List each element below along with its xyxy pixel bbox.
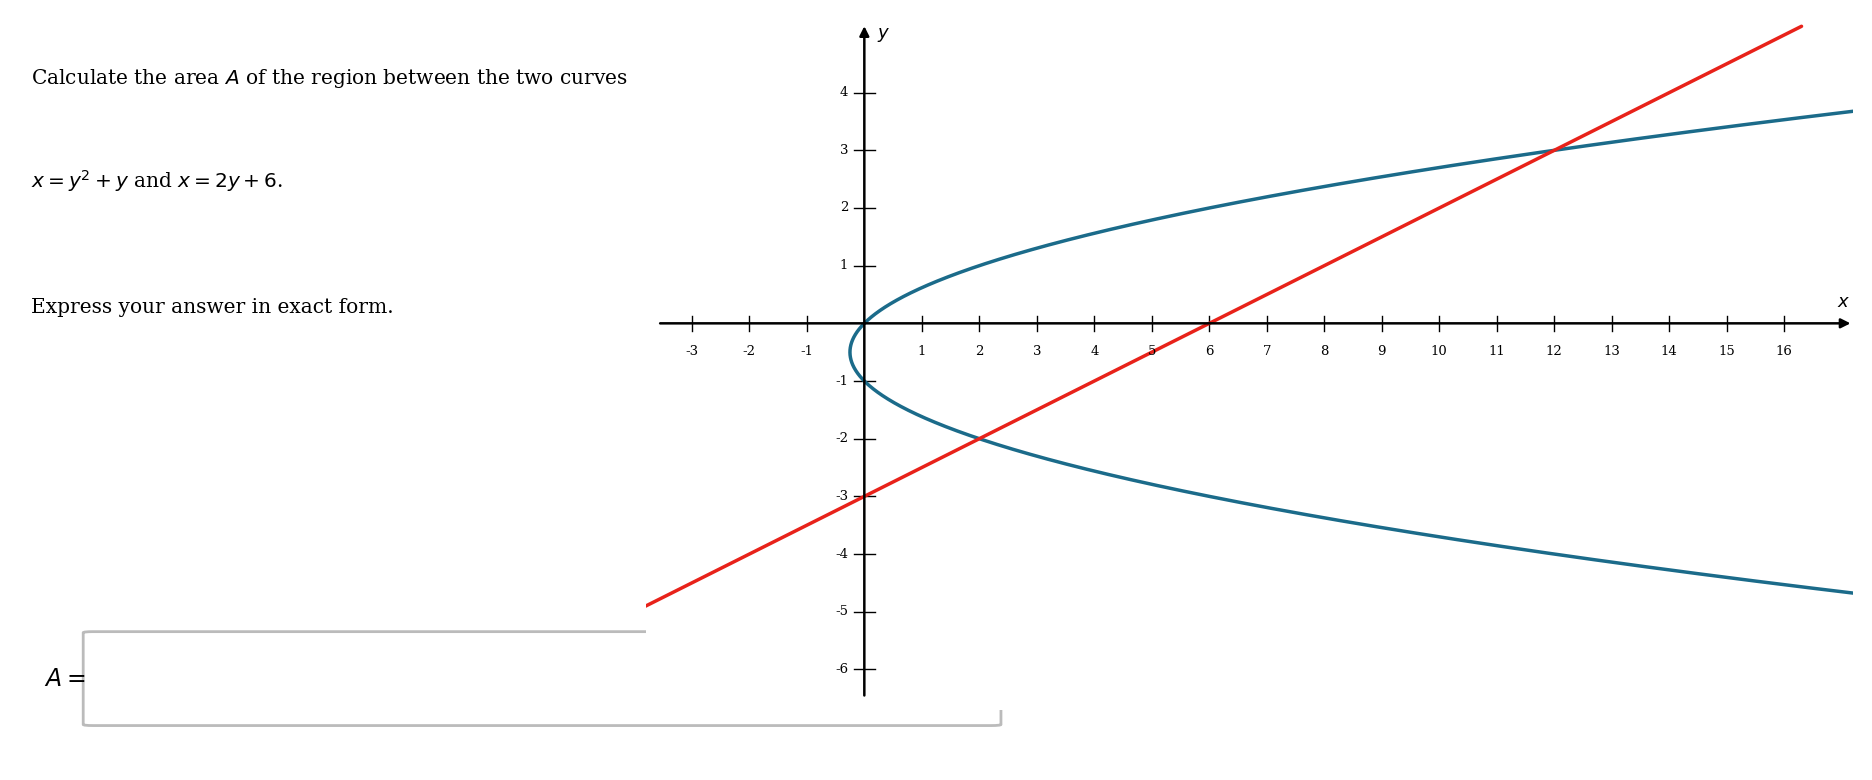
Text: Calculate the area $A$ of the region between the two curves: Calculate the area $A$ of the region bet… — [32, 67, 627, 90]
Text: Express your answer in exact form.: Express your answer in exact form. — [32, 298, 393, 317]
Text: 6: 6 — [1206, 346, 1213, 358]
Text: 1: 1 — [917, 346, 927, 358]
Text: 2: 2 — [975, 346, 983, 358]
Text: $x$: $x$ — [1836, 292, 1850, 310]
Text: -3: -3 — [685, 346, 698, 358]
Text: 5: 5 — [1148, 346, 1157, 358]
Text: 3: 3 — [841, 144, 848, 157]
Text: 16: 16 — [1777, 346, 1793, 358]
Text: -3: -3 — [835, 490, 848, 503]
Text: -6: -6 — [835, 663, 848, 676]
Text: -1: -1 — [801, 346, 812, 358]
Text: 7: 7 — [1262, 346, 1271, 358]
Text: -5: -5 — [835, 605, 848, 619]
Text: 10: 10 — [1430, 346, 1447, 358]
Text: 4: 4 — [841, 86, 848, 99]
Text: $A=$: $A=$ — [43, 667, 84, 690]
Text: $x = y^2 + y$ and $x = 2y + 6$.: $x = y^2 + y$ and $x = 2y + 6$. — [32, 168, 283, 194]
Text: $y$: $y$ — [876, 27, 891, 44]
Text: 4: 4 — [1090, 346, 1099, 358]
Text: 1: 1 — [841, 259, 848, 272]
Text: 3: 3 — [1033, 346, 1041, 358]
FancyBboxPatch shape — [82, 632, 1002, 725]
Text: 11: 11 — [1488, 346, 1505, 358]
Text: -1: -1 — [835, 374, 848, 388]
Text: -2: -2 — [835, 432, 848, 445]
Text: 2: 2 — [841, 201, 848, 215]
Text: -4: -4 — [835, 548, 848, 561]
Text: 14: 14 — [1660, 346, 1677, 358]
Text: 9: 9 — [1378, 346, 1385, 358]
Text: 8: 8 — [1320, 346, 1329, 358]
Text: 15: 15 — [1718, 346, 1735, 358]
Text: 12: 12 — [1546, 346, 1563, 358]
Text: 13: 13 — [1602, 346, 1621, 358]
Text: -2: -2 — [743, 346, 756, 358]
